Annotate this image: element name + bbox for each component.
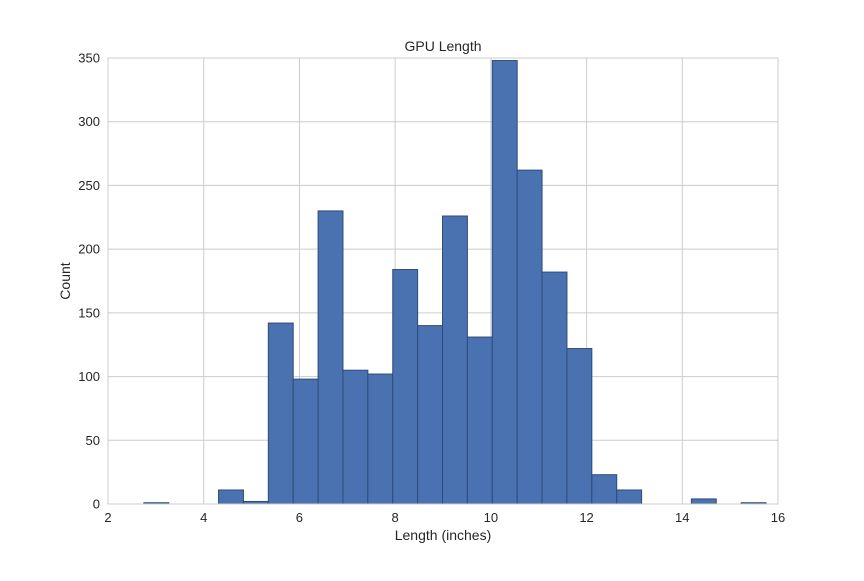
histogram-bar: [342, 369, 369, 505]
histogram-bar: [566, 348, 593, 505]
histogram-bar: [392, 269, 419, 505]
bars: [143, 60, 767, 505]
histogram-bar: [442, 215, 468, 505]
histogram-bar: [591, 474, 618, 505]
histogram-bar: [218, 489, 244, 505]
y-tick-label: 100: [78, 369, 100, 384]
histogram-bar: [367, 373, 394, 505]
y-tick-label: 350: [78, 51, 100, 66]
y-tick-label: 300: [78, 114, 100, 129]
y-tick-label: 0: [93, 497, 100, 512]
histogram-bar: [292, 378, 319, 505]
histogram-bar: [616, 489, 643, 505]
chart-title: GPU Length: [404, 38, 481, 54]
histogram-bar: [317, 210, 344, 505]
histogram-bar: [417, 325, 444, 505]
x-axis-label: Length (inches): [395, 527, 492, 543]
y-tick-labels: 0 50 100 150 200 250 300 350: [78, 51, 100, 512]
histogram-bar: [466, 336, 493, 505]
x-tick-label: 6: [296, 510, 303, 525]
x-tick-label: 4: [200, 510, 207, 525]
x-tick-labels: 2 4 6 8 10 12 14 16: [104, 510, 785, 525]
x-tick-label: 8: [392, 510, 399, 525]
histogram-bar: [516, 169, 543, 505]
histogram-bar: [690, 498, 717, 505]
plot-area-frame: [107, 57, 779, 505]
x-tick-label: 2: [104, 510, 111, 525]
y-tick-label: 200: [78, 242, 100, 257]
histogram-bar: [541, 271, 568, 505]
y-tick-label: 50: [86, 433, 100, 448]
y-axis-label: Count: [57, 262, 73, 299]
y-tick-label: 250: [78, 178, 100, 193]
x-tick-label: 14: [675, 510, 689, 525]
x-tick-label: 10: [484, 510, 498, 525]
y-tick-label: 150: [78, 305, 100, 320]
x-tick-label: 16: [771, 510, 785, 525]
x-tick-label: 12: [579, 510, 593, 525]
histogram-bar: [267, 322, 294, 505]
histogram-bar: [491, 60, 518, 505]
